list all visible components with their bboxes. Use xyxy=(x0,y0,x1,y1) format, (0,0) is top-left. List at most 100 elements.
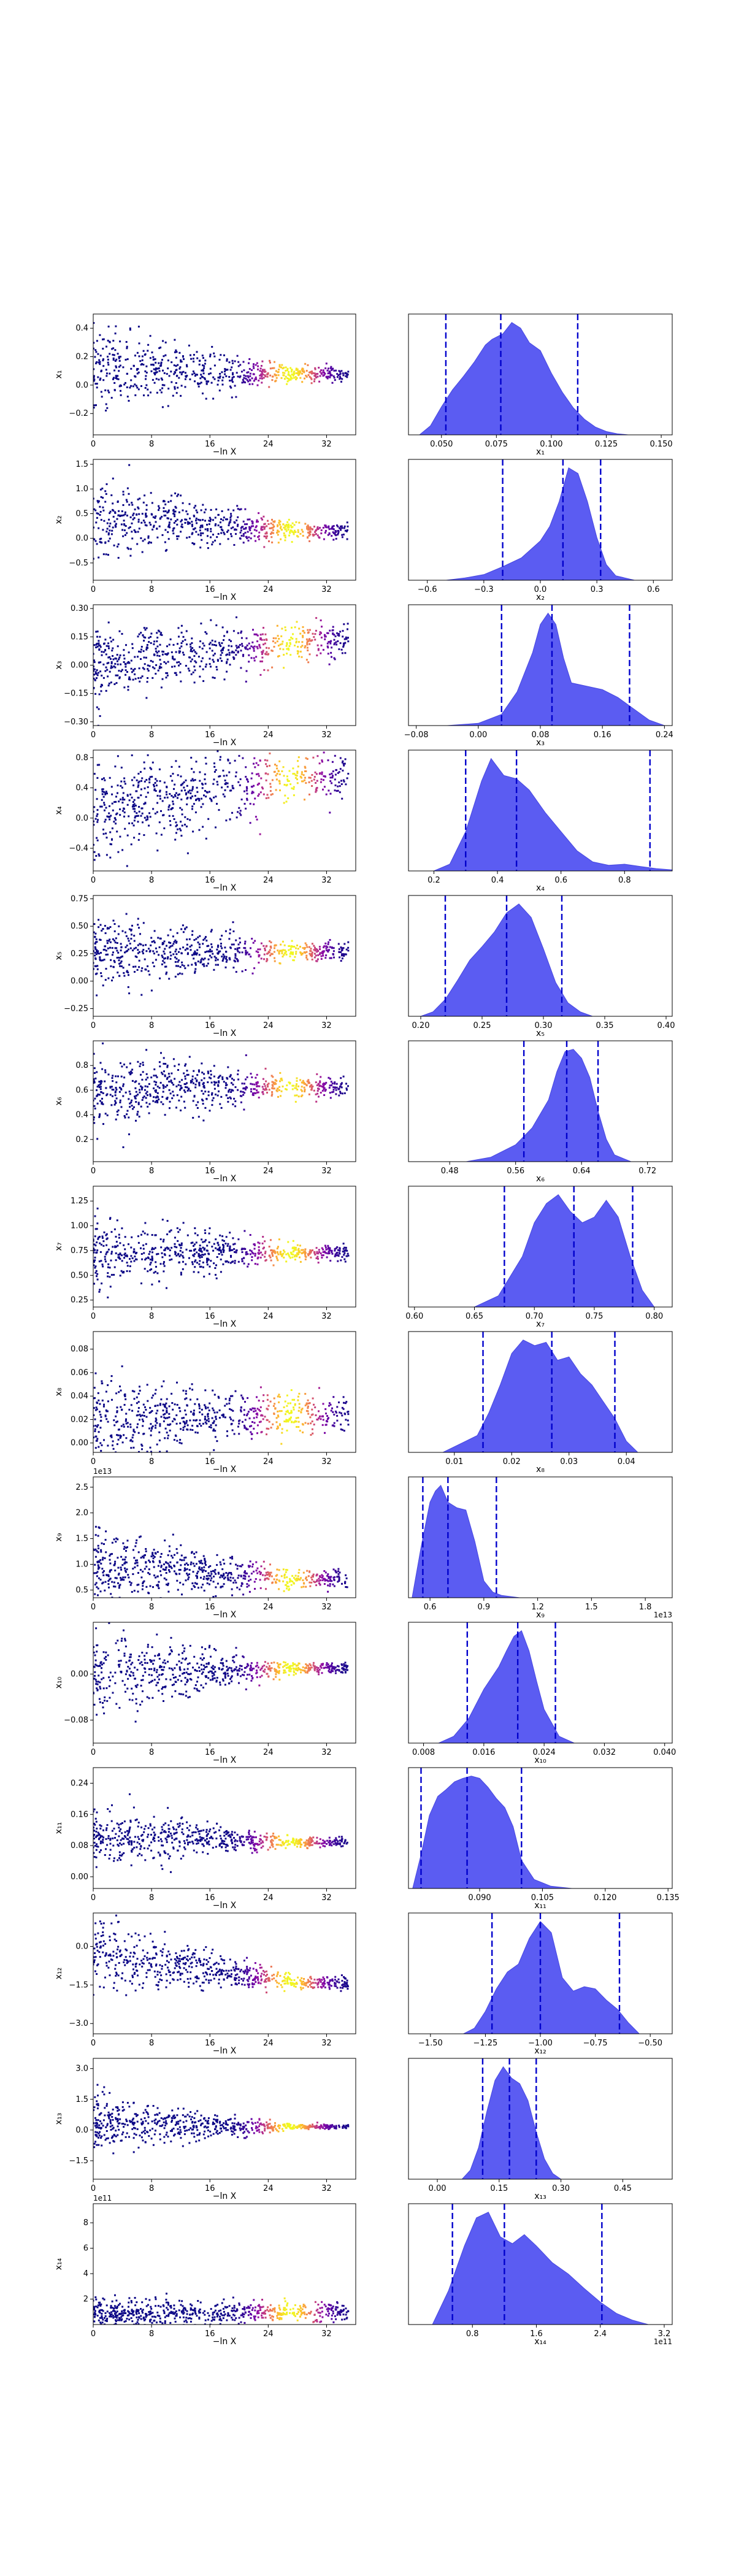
scatter-point xyxy=(161,1256,164,1259)
scatter-point xyxy=(184,638,186,641)
scatter-point xyxy=(204,362,206,365)
scatter-point xyxy=(94,954,96,957)
scatter-point xyxy=(109,805,110,807)
scatter-point xyxy=(175,792,177,794)
scatter-point xyxy=(189,1249,191,1252)
scatter-point xyxy=(252,1092,254,1094)
scatter-point xyxy=(119,957,121,959)
scatter-point xyxy=(201,1079,203,1081)
scatter-point xyxy=(202,943,204,945)
scatter-point xyxy=(229,1246,231,1249)
scatter-point xyxy=(187,1073,190,1076)
x-tick-label: 0.3 xyxy=(591,585,604,594)
scatter-point xyxy=(210,800,213,802)
scatter-point xyxy=(118,676,121,678)
scatter-point xyxy=(99,1062,102,1064)
scatter-point xyxy=(99,1086,102,1088)
scatter-point xyxy=(339,1247,341,1249)
scatter-point xyxy=(95,521,98,524)
scatter-point xyxy=(314,948,316,950)
scatter-point xyxy=(107,540,110,542)
row-5: 0 8 16 24 32−0.250.000.250.500.75−ln Xx₅0.20… xyxy=(54,894,675,1038)
scatter-point xyxy=(109,816,111,818)
scatter-point xyxy=(104,638,107,641)
scatter-point xyxy=(193,649,195,651)
scatter-point xyxy=(129,516,132,518)
scatter-point xyxy=(203,365,205,367)
scatter-point xyxy=(263,627,264,629)
scatter-point xyxy=(107,358,109,361)
scatter-point xyxy=(311,943,313,945)
scatter-point xyxy=(291,531,294,533)
scatter-point xyxy=(313,375,316,377)
scatter-point xyxy=(278,780,281,783)
scatter-point xyxy=(152,1394,155,1397)
scatter-point xyxy=(279,520,282,523)
scatter-point xyxy=(175,1254,178,1257)
scatter-point xyxy=(158,370,161,372)
scatter-point xyxy=(148,637,150,639)
scatter-point xyxy=(256,738,258,740)
scatter-point xyxy=(209,797,212,800)
scatter-point xyxy=(248,642,250,645)
scatter-point xyxy=(167,500,170,503)
scatter-point xyxy=(161,384,164,386)
scatter-point xyxy=(94,509,97,512)
scatter-point xyxy=(93,1240,94,1242)
scatter-point xyxy=(99,505,101,508)
scatter-point xyxy=(180,361,182,363)
scatter-point xyxy=(312,372,315,374)
scatter-point xyxy=(242,1094,245,1096)
scatter-point xyxy=(321,1254,323,1257)
scatter-point xyxy=(254,1252,256,1255)
scatter-point xyxy=(321,951,323,953)
scatter-point xyxy=(167,934,169,937)
scatter-point xyxy=(313,1089,315,1092)
scatter-point xyxy=(243,803,246,805)
scatter-point xyxy=(247,518,249,521)
scatter-point xyxy=(126,945,128,947)
scatter-point xyxy=(278,953,280,955)
scatter-point xyxy=(253,762,255,765)
scatter-point xyxy=(213,1262,215,1265)
scatter-point xyxy=(294,645,296,646)
scatter-point xyxy=(220,945,222,948)
scatter-point xyxy=(150,513,153,515)
scatter-point xyxy=(143,627,145,629)
scatter-point xyxy=(141,551,144,553)
scatter-point xyxy=(319,948,321,950)
scatter-point xyxy=(256,521,258,523)
scatter-point xyxy=(243,1262,245,1265)
scatter-point xyxy=(186,818,189,820)
scatter-point xyxy=(266,759,269,762)
scatter-point xyxy=(141,1258,144,1260)
scatter-point xyxy=(173,788,175,790)
scatter-point xyxy=(194,380,196,383)
scatter-point xyxy=(301,1249,303,1251)
scatter-point xyxy=(301,1081,303,1084)
scatter-point xyxy=(202,376,204,378)
scatter-point xyxy=(204,1240,206,1243)
scatter-point xyxy=(217,783,219,786)
scatter-point xyxy=(133,1251,136,1253)
scatter-point xyxy=(106,792,108,795)
scatter-point xyxy=(159,1238,162,1240)
scatter-point xyxy=(341,797,343,800)
scatter-point xyxy=(187,667,190,670)
scatter-point xyxy=(102,365,105,367)
scatter-point xyxy=(212,659,214,661)
scatter-point xyxy=(144,663,146,665)
scatter-y-label: x₅ xyxy=(54,952,64,960)
scatter-point xyxy=(121,810,124,812)
scatter-point xyxy=(171,765,173,768)
scatter-point xyxy=(93,508,96,510)
scatter-point xyxy=(243,1257,245,1259)
scatter-point xyxy=(194,1227,196,1229)
scatter-point xyxy=(340,783,343,785)
scatter-point xyxy=(342,374,345,377)
scatter-point xyxy=(330,651,332,654)
scatter-point xyxy=(168,524,170,527)
scatter-point xyxy=(291,541,293,543)
scatter-point xyxy=(167,510,170,513)
scatter-point xyxy=(118,956,120,959)
